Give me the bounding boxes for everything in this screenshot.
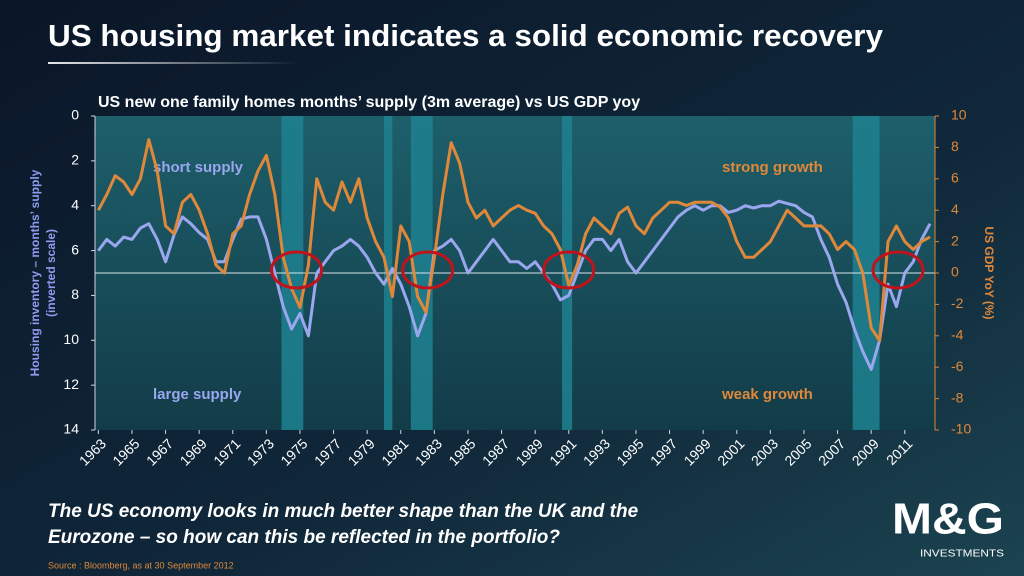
title-rule	[48, 62, 298, 64]
slide-title: US housing market indicates a solid econ…	[48, 18, 884, 53]
highlight-circle	[542, 250, 596, 290]
y2-tick-label: 0	[951, 264, 959, 280]
y2-tick-label: -8	[951, 389, 964, 405]
logo-sub: INVESTMENTS	[920, 549, 1004, 560]
y-tick-label: 14	[63, 421, 79, 437]
y2-tick-label: 6	[951, 170, 959, 186]
y2-tick-label: -2	[951, 295, 964, 311]
y2-tick-label: 8	[951, 138, 959, 154]
y-tick-label: 12	[63, 376, 79, 392]
annotation: weak growth	[721, 386, 813, 403]
y-tick-label: 10	[63, 331, 79, 347]
y2-tick-label: -6	[951, 358, 964, 374]
annotation: large supply	[153, 386, 242, 403]
y-tick-label: 6	[71, 241, 79, 257]
y-tick-label: 2	[71, 152, 79, 168]
y-axis-label: (inverted scale)	[44, 229, 58, 317]
y2-axis-label: US GDP YoY (%)	[982, 226, 996, 319]
annotation: strong growth	[722, 159, 823, 176]
highlight-circle	[270, 250, 324, 290]
y-tick-label: 0	[71, 107, 79, 123]
y2-tick-label: -4	[951, 327, 964, 343]
highlight-circle	[401, 250, 455, 290]
y2-tick-label: -10	[951, 421, 971, 437]
y-axis-label: Housing inventory – months’ supply	[28, 169, 42, 376]
y2-tick-label: 4	[951, 201, 959, 217]
chart-title: US new one family homes months’ supply (…	[98, 94, 640, 111]
y2-tick-label: 10	[951, 107, 967, 123]
logo-brand: M&G	[892, 495, 1004, 544]
y2-tick-label: 2	[951, 232, 959, 248]
y-tick-label: 4	[71, 196, 79, 212]
question-line: The US economy looks in much better shap…	[48, 501, 639, 522]
series-line	[97, 138, 931, 342]
source: Source : Bloomberg, as at 30 September 2…	[48, 560, 234, 570]
annotation: short supply	[153, 159, 244, 176]
y-tick-label: 8	[71, 286, 79, 302]
question-line: Eurozone – so how can this be reflected …	[48, 527, 560, 548]
highlight-circle	[871, 250, 925, 290]
